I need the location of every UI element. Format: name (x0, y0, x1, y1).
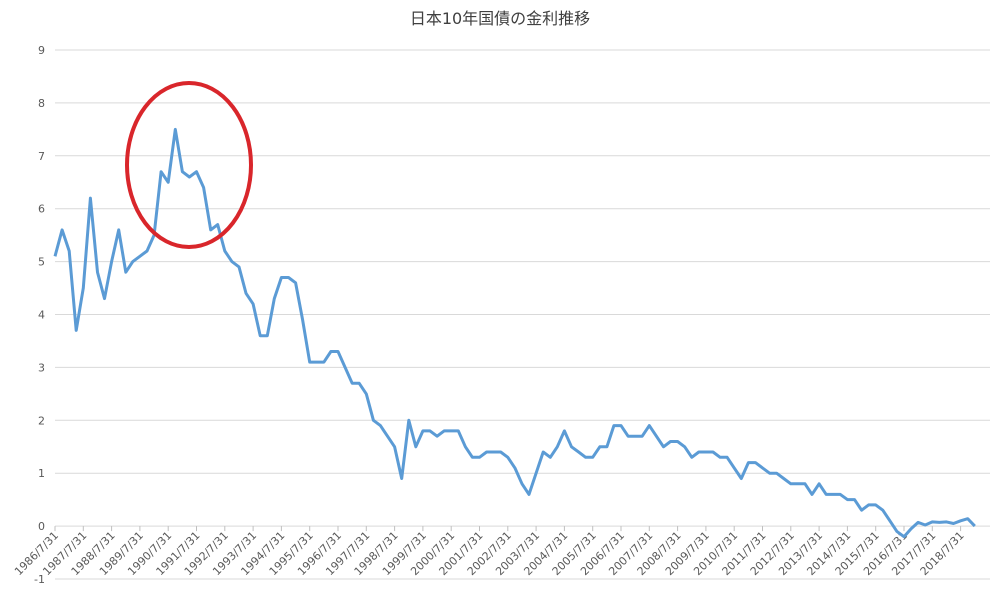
y-tick-label: 7 (38, 150, 45, 163)
y-tick-label: 4 (38, 309, 45, 322)
y-tick-label: 6 (38, 203, 45, 216)
chart-title: 日本10年国債の金利推移 (410, 9, 590, 28)
data-line (53, 127, 976, 539)
y-tick-label: 2 (38, 414, 45, 427)
y-tick-label: -1 (34, 573, 45, 586)
y-tick-label: 8 (38, 97, 45, 110)
y-tick-label: 0 (38, 520, 45, 533)
y-tick-label: 5 (38, 256, 45, 269)
y-tick-label: 1 (38, 467, 45, 480)
y-tick-label: 9 (38, 44, 45, 57)
y-tick-label: 3 (38, 361, 45, 374)
highlight-circle (125, 81, 253, 249)
